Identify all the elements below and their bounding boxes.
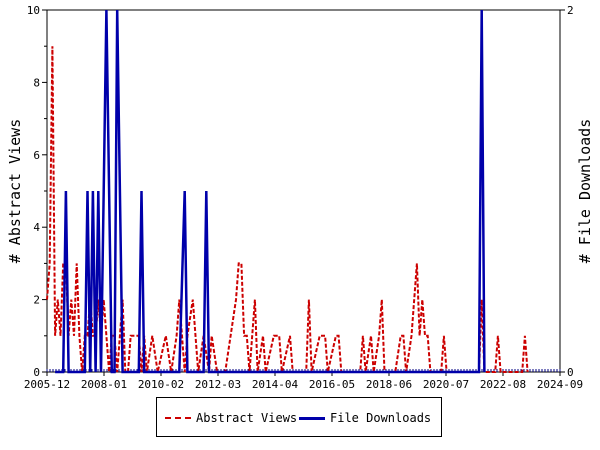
- legend-label-abstract-views: Abstract Views: [196, 411, 298, 425]
- y-left-axis-title: # Abstract Views: [6, 119, 24, 264]
- x-tick-label: 2020-07: [423, 378, 469, 391]
- x-tick-label: 2022-08: [480, 378, 526, 391]
- series-line-file-downloads: [55, 9, 486, 374]
- legend-swatch-abstract-views: [165, 417, 191, 419]
- plot-area: 2005-12 2008-01 2010-02 2012-03 2014-04 2016-…: [6, 4, 594, 391]
- x-tick-label: 2010-02: [138, 378, 184, 391]
- y-left-tick-label: 0: [33, 366, 40, 379]
- y-left-tick-label: 2: [33, 294, 40, 307]
- y-left-tick-label: 8: [33, 76, 40, 89]
- x-tick-label: 2012-03: [195, 378, 241, 391]
- x-tick-label: 2014-04: [252, 378, 299, 391]
- y-right-tick-label: 2: [567, 4, 574, 17]
- y-right-axis-title: # File Downloads: [576, 119, 594, 264]
- x-tick-label: 2016-05: [309, 378, 355, 391]
- legend-item-abstract-views: Abstract Views: [165, 411, 297, 425]
- y-left-tick-label: 4: [33, 221, 40, 234]
- y-left-tick-label: 6: [33, 149, 40, 162]
- x-tick-label: 2005-12: [24, 378, 70, 391]
- chart-legend: Abstract Views File Downloads: [156, 397, 442, 437]
- y-left-tick-label: 10: [27, 4, 40, 17]
- y-right-tick-label: 0: [567, 366, 574, 379]
- legend-swatch-file-downloads: [299, 416, 325, 420]
- series-line-abstract-views: [46, 46, 529, 373]
- x-tick-label: 2008-01: [81, 378, 127, 391]
- legend-item-file-downloads: File Downloads: [299, 411, 431, 425]
- x-tick-label: 2024-09: [537, 378, 583, 391]
- legend-label-file-downloads: File Downloads: [330, 411, 432, 425]
- x-tick-label: 2018-06: [366, 378, 412, 391]
